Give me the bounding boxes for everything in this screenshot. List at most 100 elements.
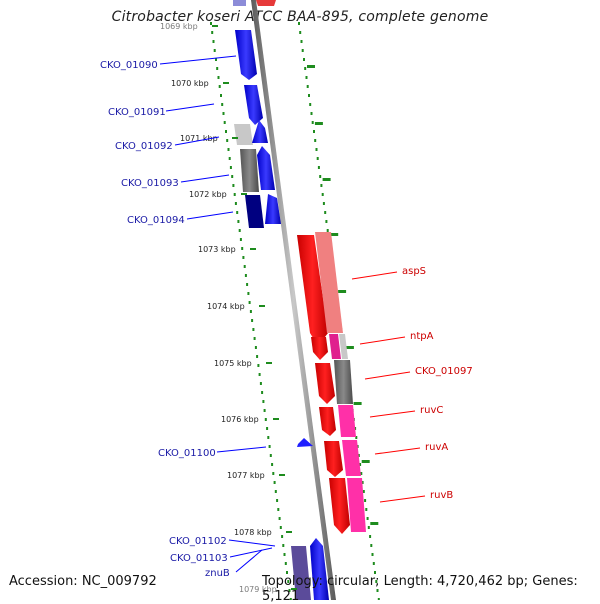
gc-mark (338, 290, 347, 293)
gene-arrow[interactable] (310, 538, 329, 600)
scale-labels: 1069 kbp 1070 kbp 1071 kbp 1072 kbp 1073 kbp… (160, 22, 297, 594)
label-leader-line (235, 549, 263, 573)
gene-label[interactable]: ntpA (410, 331, 434, 342)
gc-mark (212, 40, 215, 43)
gene-label[interactable]: znuB (205, 568, 230, 579)
gene-arrow[interactable] (339, 334, 348, 359)
gene-label[interactable]: ruvA (425, 442, 448, 453)
scale-label: 1070 kbp (171, 79, 209, 88)
gc-mark (303, 58, 305, 61)
gene-label[interactable]: aspS (402, 266, 426, 277)
gene-arrow[interactable] (342, 440, 361, 476)
gc-mark (261, 391, 264, 394)
gc-mark (263, 409, 266, 412)
forward-strand-track (233, 0, 329, 600)
scale-label: 1077 kbp (227, 471, 265, 480)
scale-label: 1076 kbp (221, 415, 259, 424)
gc-mark (210, 22, 212, 25)
gc-mark (281, 535, 284, 538)
gc-mark (222, 112, 225, 115)
gc-mark (320, 184, 323, 187)
gc-mark (314, 139, 317, 142)
gene-label[interactable]: CKO_01103 (170, 553, 228, 564)
gene-label[interactable]: CKO_01102 (169, 536, 227, 547)
gc-mark (277, 508, 280, 511)
gc-mark (226, 139, 229, 142)
gene-arrow[interactable] (324, 441, 343, 477)
gene-arrow[interactable] (233, 0, 246, 6)
gene-arrow[interactable] (315, 232, 343, 333)
gene-label[interactable]: CKO_01094 (127, 215, 185, 226)
label-leader-line (174, 136, 220, 146)
gene-arrow[interactable] (234, 124, 253, 145)
scale-label: 1069 kbp (160, 22, 198, 31)
gene-label[interactable]: CKO_01097 (415, 366, 473, 377)
gc-mark (229, 166, 232, 169)
gene-arrow[interactable] (240, 149, 259, 192)
gc-mark (367, 526, 370, 529)
gc-mark (364, 499, 367, 502)
gene-arrow[interactable] (252, 120, 268, 143)
label-leader-line (186, 211, 234, 220)
gene-label[interactable]: ruvB (430, 490, 453, 501)
gc-mark (252, 328, 255, 331)
label-leader-line (359, 336, 406, 345)
gc-mark (248, 301, 251, 304)
gc-mark (361, 481, 364, 484)
gc-mark (317, 166, 320, 169)
gene-label[interactable]: ruvC (420, 405, 443, 416)
gc-mark (274, 490, 277, 493)
gene-arrow[interactable] (329, 478, 350, 534)
gc-mark (330, 233, 339, 236)
scale-label: 1075 kbp (214, 359, 252, 368)
gene-arrow[interactable] (347, 478, 366, 532)
gc-mark (322, 178, 331, 181)
gc-mark (286, 571, 288, 574)
gc-mark (211, 31, 214, 34)
gc-mark (227, 148, 230, 151)
gc-mark (247, 292, 250, 295)
gc-mark (310, 112, 313, 115)
gc-mark (374, 571, 376, 574)
gene-label[interactable]: CKO_01093 (121, 178, 179, 189)
gene-arrow[interactable] (244, 85, 263, 125)
gene-arrow[interactable] (297, 438, 313, 447)
gc-mark (306, 85, 309, 88)
gene-arrow[interactable] (338, 405, 356, 437)
gene-arrow[interactable] (297, 235, 328, 346)
gc-mark (223, 121, 226, 124)
gc-mark (304, 67, 307, 70)
gc-mark (257, 364, 260, 367)
gc-mark (237, 220, 240, 223)
gene-arrow[interactable] (319, 407, 336, 436)
gene-arrow[interactable] (334, 360, 353, 404)
gene-arrow[interactable] (315, 363, 335, 404)
gc-mark (253, 337, 256, 340)
scale-label: 1078 kbp (234, 528, 272, 537)
gc-mark (234, 202, 237, 205)
gene-arrow[interactable] (245, 195, 264, 228)
gene-arrow[interactable] (265, 194, 281, 224)
gc-mark (213, 49, 216, 52)
gc-mark (372, 562, 375, 565)
gene-label[interactable]: CKO_01092 (115, 141, 173, 152)
gene-arrow[interactable] (311, 337, 328, 360)
gene-label[interactable]: CKO_01090 (100, 60, 158, 71)
gc-mark (267, 436, 270, 439)
gc-mark (316, 157, 319, 160)
gc-mark (315, 148, 318, 151)
gc-mark (269, 454, 272, 457)
gc-mark (371, 553, 374, 556)
gene-arrow[interactable] (235, 30, 257, 80)
gc-mark (325, 220, 328, 223)
gene-label[interactable]: CKO_01091 (108, 107, 166, 118)
gene-arrow[interactable] (329, 334, 341, 359)
gc-mark (268, 445, 271, 448)
gene-arrow[interactable] (291, 546, 311, 600)
gene-label[interactable]: CKO_01100 (158, 448, 216, 459)
gene-arrow[interactable] (257, 146, 275, 190)
gc-mark (264, 418, 267, 421)
gc-mark (244, 274, 247, 277)
gene-arrow[interactable] (256, 0, 276, 6)
gc-mark (377, 598, 380, 600)
